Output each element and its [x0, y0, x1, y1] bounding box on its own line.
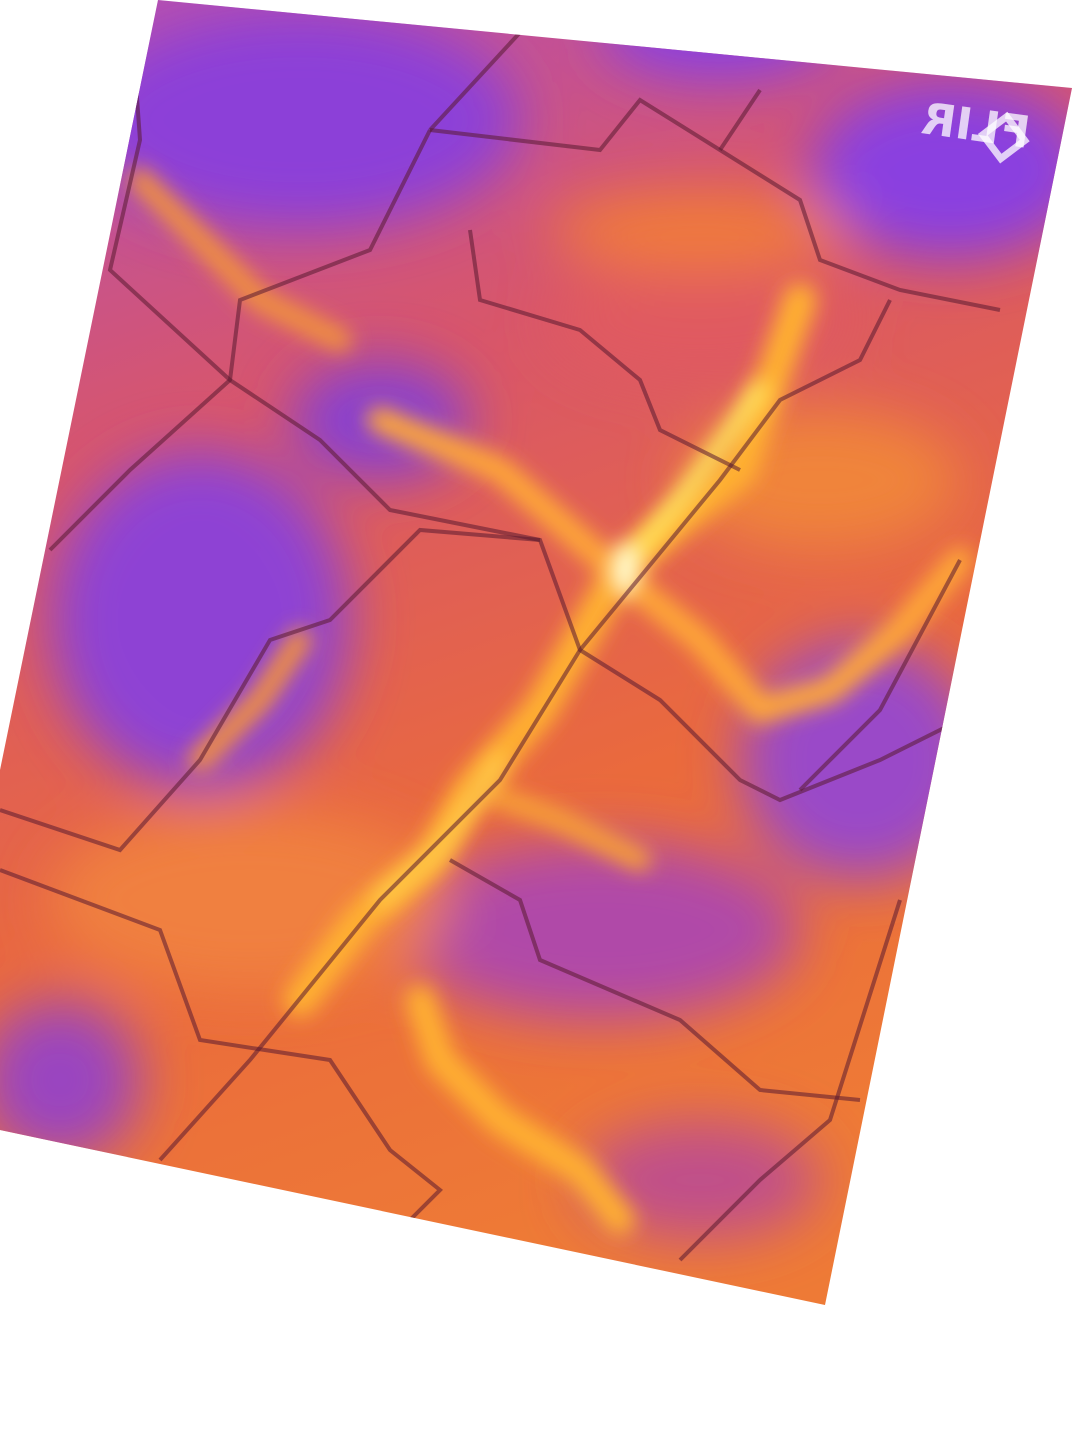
thermal-photo — [0, 0, 1072, 1305]
tile-lines — [0, 0, 1001, 1262]
logo-emblem — [977, 111, 1030, 164]
